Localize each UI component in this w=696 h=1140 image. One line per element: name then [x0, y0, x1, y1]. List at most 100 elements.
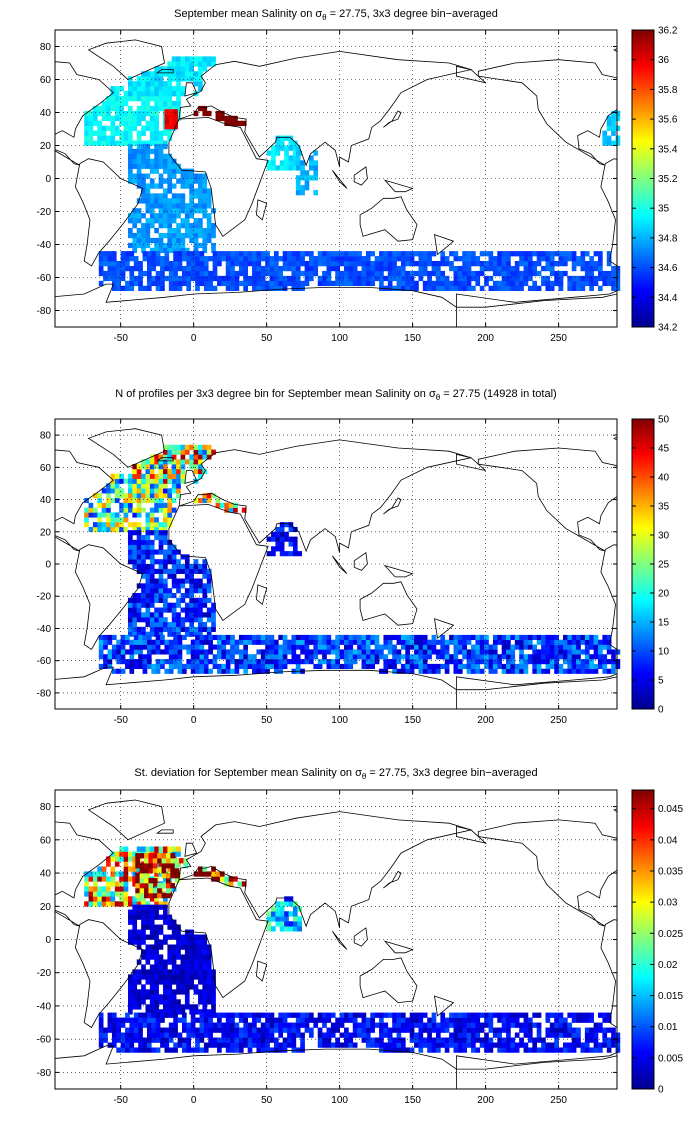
data-cell — [317, 663, 323, 670]
data-cell — [154, 493, 159, 499]
data-cell — [149, 473, 155, 479]
data-cell — [225, 663, 231, 670]
data-cell — [136, 969, 142, 975]
data-cell — [193, 597, 199, 603]
data-cell — [163, 130, 168, 136]
data-cell — [193, 232, 199, 239]
data-cell — [532, 1022, 538, 1028]
data-cell — [174, 868, 180, 874]
data-cell — [189, 964, 194, 970]
data-cell — [287, 256, 292, 262]
data-cell — [519, 663, 524, 670]
data-cell — [168, 124, 174, 130]
data-cell — [195, 1047, 200, 1053]
data-cell — [211, 876, 216, 882]
data-cell — [111, 265, 117, 272]
data-cell — [98, 251, 104, 257]
coastline — [683, 830, 696, 833]
data-cell — [266, 536, 272, 542]
data-cell — [184, 564, 190, 570]
data-cell — [492, 1032, 498, 1038]
data-cell — [154, 593, 159, 599]
data-cell — [571, 275, 577, 282]
data-cell — [198, 564, 203, 570]
data-cell — [129, 285, 135, 291]
data-cell — [107, 663, 113, 670]
data-cell — [514, 634, 520, 641]
data-cell — [163, 994, 168, 1000]
data-cell — [475, 639, 481, 645]
data-cell — [163, 896, 168, 902]
data-cell — [492, 668, 498, 674]
data-cell — [92, 493, 98, 499]
data-cell — [234, 280, 240, 287]
data-cell — [374, 639, 380, 645]
data-cell — [279, 926, 285, 932]
coastline — [55, 61, 115, 166]
data-cell — [114, 100, 120, 107]
data-cell — [256, 285, 262, 291]
data-cell — [409, 1017, 415, 1023]
data-cell — [379, 644, 384, 650]
data-cell — [110, 135, 116, 141]
data-cell — [149, 578, 155, 584]
data-cell — [396, 275, 402, 282]
data-cell — [427, 251, 432, 257]
data-cell — [224, 876, 230, 882]
data-cell — [224, 507, 230, 513]
data-cell — [523, 1047, 529, 1053]
data-cell — [475, 644, 481, 650]
data-cell — [247, 634, 253, 641]
data-cell — [198, 934, 203, 940]
data-cell — [133, 659, 139, 665]
data-cell — [234, 1012, 240, 1018]
data-cell — [198, 468, 203, 475]
data-cell — [171, 473, 177, 479]
data-cell — [149, 163, 155, 169]
data-cell — [135, 883, 140, 889]
data-cell — [167, 919, 173, 925]
data-cell — [176, 846, 181, 852]
data-cell — [154, 237, 159, 244]
data-cell — [549, 251, 555, 257]
data-cell — [198, 203, 203, 209]
data-cell — [180, 979, 186, 985]
data-cell — [532, 265, 538, 272]
y-tick-label: 80 — [40, 431, 52, 442]
data-cell — [308, 175, 314, 181]
data-cell — [584, 261, 590, 267]
data-cell — [189, 944, 194, 950]
data-cell — [149, 964, 155, 970]
data-cell — [158, 617, 164, 623]
data-cell — [154, 168, 159, 174]
data-cell — [146, 285, 152, 291]
data-cell — [479, 659, 485, 665]
data-cell — [186, 1027, 192, 1033]
data-cell — [374, 275, 380, 282]
data-cell — [348, 659, 354, 665]
data-cell — [144, 888, 149, 894]
data-cell — [198, 974, 203, 980]
data-cell — [361, 265, 367, 272]
data-cell — [370, 639, 375, 645]
data-cell — [132, 539, 138, 545]
data-cell — [396, 251, 402, 257]
data-cell — [176, 564, 181, 570]
data-cell — [234, 1042, 240, 1048]
data-cell — [163, 539, 168, 545]
data-cell — [97, 526, 103, 533]
colorbar-tick-label: 30 — [658, 531, 670, 542]
data-cell — [234, 1022, 240, 1028]
data-cell — [326, 265, 332, 272]
data-cell — [145, 110, 151, 117]
data-cell — [202, 626, 208, 632]
data-cell — [440, 280, 446, 287]
data-cell — [284, 150, 289, 156]
data-cell — [256, 634, 262, 641]
data-cell — [427, 285, 432, 291]
data-cell — [440, 1017, 446, 1023]
data-cell — [136, 530, 142, 536]
data-cell — [176, 583, 181, 589]
data-cell — [141, 954, 146, 960]
data-cell — [163, 914, 168, 920]
